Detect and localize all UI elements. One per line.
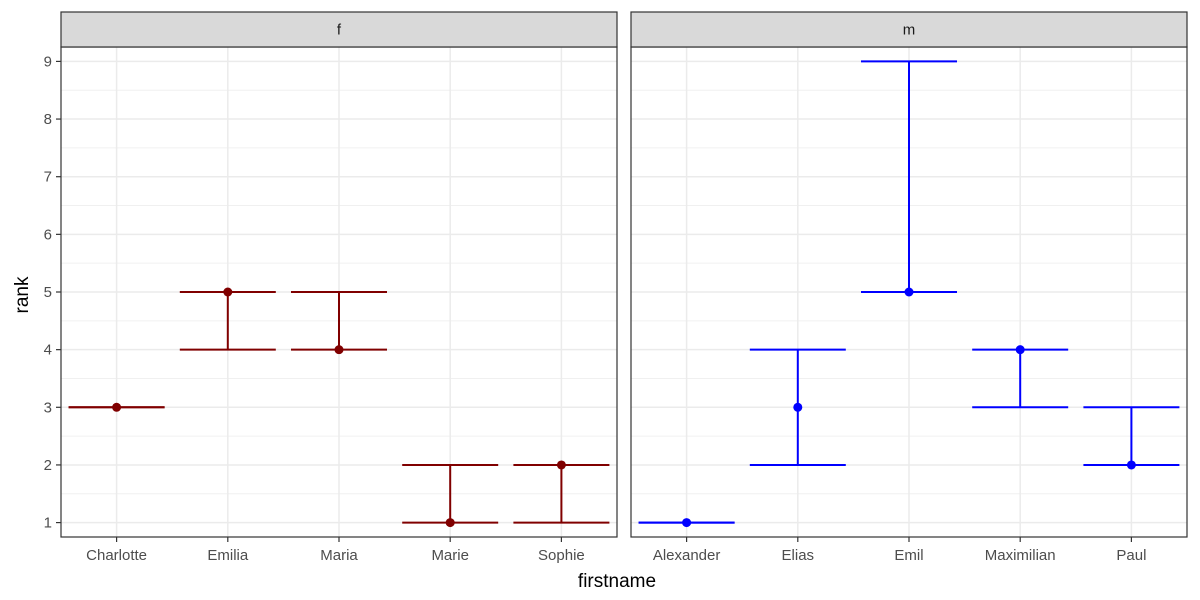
y-axis-title: rank <box>12 276 33 313</box>
y-tick-label: 1 <box>44 515 52 532</box>
x-tick-label-maria: Maria <box>320 547 358 564</box>
y-tick-label: 2 <box>44 457 52 474</box>
x-tick-label-maximilian: Maximilian <box>985 547 1056 564</box>
y-tick-label: 3 <box>44 399 52 416</box>
data-point-maria <box>334 345 344 355</box>
data-point-alexander <box>682 518 692 528</box>
x-tick-label-elias: Elias <box>782 547 815 564</box>
panel-m: m Alexander Elias Emil Maximilian Paul <box>630 11 1188 564</box>
y-tick-label: 7 <box>44 169 52 186</box>
x-tick-label-sophie: Sophie <box>538 547 585 564</box>
x-tick-label-emil: Emil <box>894 547 923 564</box>
x-tick-label-paul: Paul <box>1116 547 1146 564</box>
x-tick-label-alexander: Alexander <box>653 547 721 564</box>
strip-label-f: f <box>337 22 342 39</box>
x-axis-title: firstname <box>578 571 656 592</box>
data-point-elias <box>793 402 803 412</box>
y-tick-label: 9 <box>44 53 52 70</box>
strip-background <box>60 11 618 48</box>
data-point-paul <box>1126 460 1136 470</box>
data-point-emil <box>904 287 914 297</box>
panel-f: f Charlotte Emilia Maria Marie Sophie 1 2 3 4 5 6 7 8… <box>44 11 618 564</box>
y-tick-label: 5 <box>44 284 52 301</box>
panels-layer: f Charlotte Emilia Maria Marie Sophie 1 2 3 4 5 6 7 8… <box>44 11 1188 564</box>
data-point-emilia <box>223 287 233 297</box>
y-tick-label: 8 <box>44 111 52 128</box>
x-tick-label-charlotte: Charlotte <box>86 547 147 564</box>
y-tick-label: 4 <box>44 342 52 359</box>
data-point-maximilian <box>1015 345 1025 355</box>
strip-background <box>630 11 1188 48</box>
data-point-charlotte <box>112 402 122 412</box>
x-tick-label-emilia: Emilia <box>207 547 248 564</box>
x-tick-label-marie: Marie <box>431 547 469 564</box>
strip-label-m: m <box>903 22 916 39</box>
y-tick-label: 6 <box>44 226 52 243</box>
data-point-sophie <box>556 460 566 470</box>
data-point-marie <box>445 518 455 528</box>
